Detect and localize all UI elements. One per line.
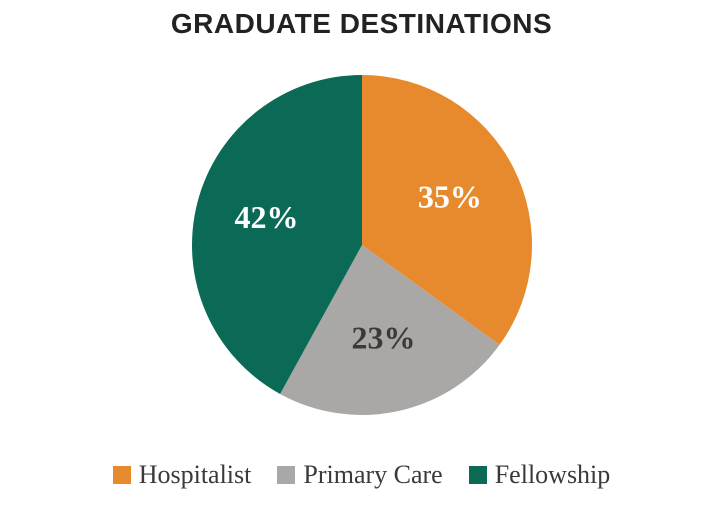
pie-label-fellowship: 42%: [234, 199, 298, 235]
pie-area: 35% 23% 42%: [0, 60, 723, 430]
pie-chart: 35% 23% 42%: [182, 65, 542, 425]
pie-label-hospitalist: 35%: [417, 179, 481, 215]
chart-title: GRADUATE DESTINATIONS: [0, 8, 723, 40]
legend: Hospitalist Primary Care Fellowship: [0, 460, 723, 490]
legend-label-fellowship: Fellowship: [495, 460, 611, 490]
legend-item-hospitalist: Hospitalist: [113, 460, 252, 490]
legend-item-primary-care: Primary Care: [277, 460, 442, 490]
legend-label-primary-care: Primary Care: [303, 460, 442, 490]
legend-label-hospitalist: Hospitalist: [139, 460, 252, 490]
chart-container: GRADUATE DESTINATIONS 35% 23% 42% Hospital…: [0, 0, 723, 508]
legend-swatch-primary-care: [277, 466, 295, 484]
legend-swatch-hospitalist: [113, 466, 131, 484]
pie-label-primary-care: 23%: [351, 320, 415, 356]
legend-item-fellowship: Fellowship: [469, 460, 611, 490]
legend-swatch-fellowship: [469, 466, 487, 484]
